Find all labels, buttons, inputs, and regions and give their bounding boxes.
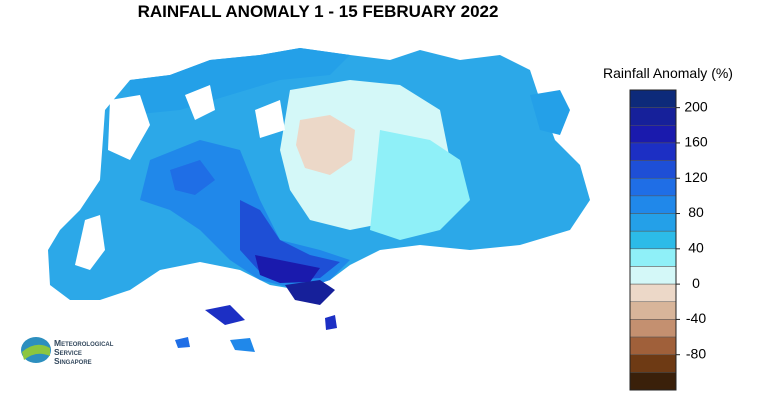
legend-swatch [629, 89, 677, 108]
legend-swatch [629, 160, 677, 179]
legend-swatch [629, 248, 677, 267]
legend-swatch [629, 230, 677, 250]
legend-title: Rainfall Anomaly (%) [603, 65, 733, 81]
legend: Rainfall Anomaly (%) 200 160 120 80 40 0 -40 -8… [603, 65, 733, 391]
legend-swatch [629, 177, 677, 197]
logo-text: Singapore [54, 356, 92, 366]
legend-frame [629, 89, 677, 391]
legend-swatch [629, 125, 677, 144]
map-title: RAINFALL ANOMALY 1 - 15 FEBRUARY 2022 [138, 2, 499, 21]
legend-swatch [629, 336, 677, 355]
legend-tick-label: -40 [686, 310, 706, 326]
legend-tick-label: 200 [684, 98, 708, 114]
legend-tick-label: 40 [688, 240, 704, 256]
legend-swatch [629, 372, 677, 391]
legend-tick-label: 160 [684, 134, 708, 150]
logo-text: Meteorological [54, 338, 114, 348]
legend-swatch [629, 195, 677, 214]
legend-swatch [629, 266, 677, 285]
legend-tick-label: 120 [684, 169, 708, 185]
legend-swatch [629, 213, 677, 232]
legend-swatch [629, 301, 677, 320]
legend-tick-label: -80 [686, 345, 706, 361]
legend-swatch [629, 107, 677, 126]
logo: Meteorological Service Singapore [21, 337, 114, 366]
logo-icon [22, 344, 50, 360]
legend-swatch [629, 142, 677, 161]
singapore-map [48, 48, 590, 352]
legend-swatch [629, 354, 677, 373]
logo-text: Service [54, 347, 82, 357]
legend-tick-label: 0 [692, 275, 700, 291]
legend-swatch [629, 319, 677, 338]
legend-tick-label: 80 [688, 204, 704, 220]
legend-swatch [629, 283, 677, 303]
